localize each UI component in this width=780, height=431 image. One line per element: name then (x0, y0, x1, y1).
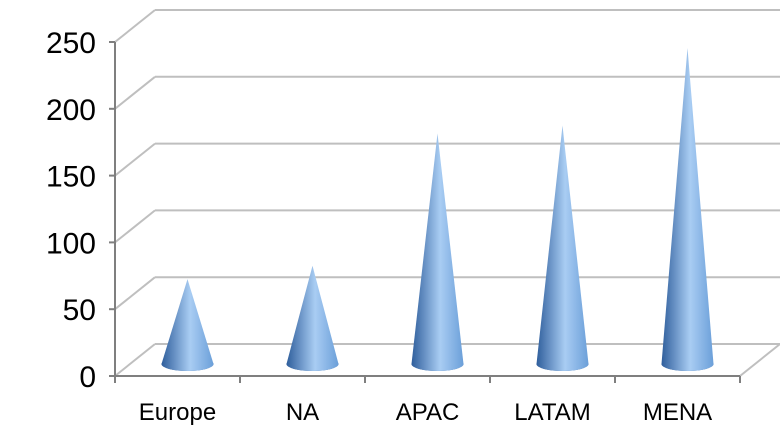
axes (114, 42, 740, 377)
gridline (114, 75, 780, 110)
y-axis-ticks: 0 50 100 150 200 250 (46, 27, 115, 394)
y-tick-label: 200 (46, 94, 96, 127)
x-axis-ticks: Europe NA APAC LATAM MENA (114, 376, 741, 426)
gridline (114, 9, 780, 43)
y-tick-label: 0 (79, 361, 96, 394)
x-tick-label: APAC (396, 399, 460, 426)
x-tick-label: Europe (139, 399, 216, 426)
x-tick-label: MENA (643, 399, 712, 426)
cone-bar (536, 125, 589, 372)
x-tick-label: NA (286, 399, 319, 426)
cone-bar (661, 48, 714, 372)
y-tick-label: 100 (46, 227, 96, 260)
gridline (114, 142, 780, 177)
y-tick-label: 150 (46, 161, 96, 194)
cone-bar (161, 279, 214, 371)
cone-bar (286, 265, 339, 372)
y-tick-label: 250 (46, 27, 96, 60)
cone-bar (411, 133, 464, 372)
grid (114, 9, 780, 377)
x-tick-label: LATAM (514, 399, 590, 426)
cones (161, 48, 714, 372)
y-tick-label: 50 (63, 294, 96, 327)
floor-edge (739, 343, 780, 377)
